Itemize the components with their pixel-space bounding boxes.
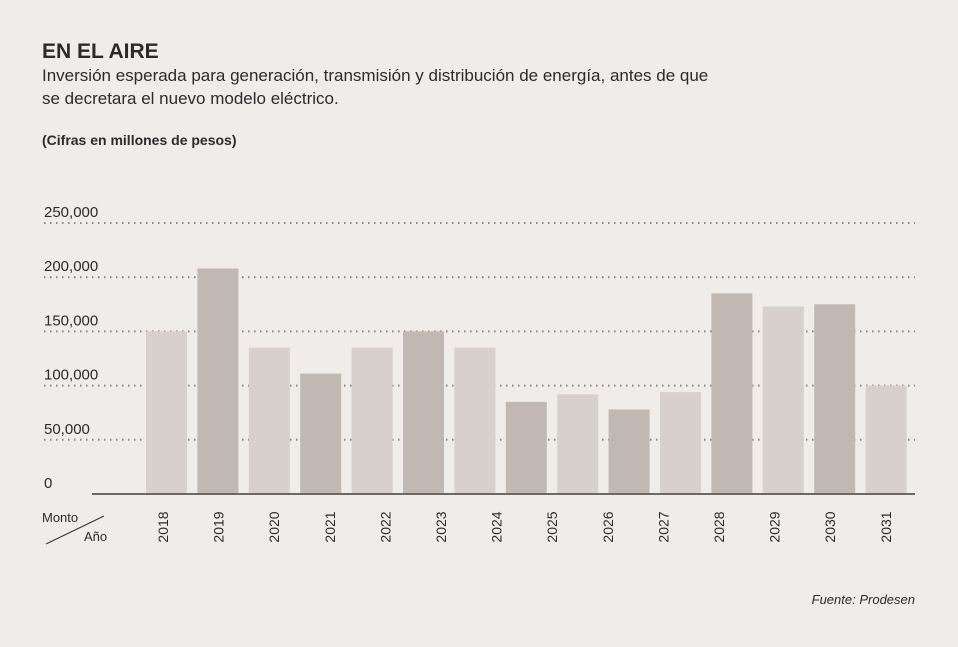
x-tick-label: 2026 xyxy=(600,511,616,542)
x-tick-label: 2027 xyxy=(655,511,671,542)
bar xyxy=(146,331,187,494)
x-tick-label: 2031 xyxy=(878,511,894,542)
bar xyxy=(814,304,856,494)
y-tick-label: 100,000 xyxy=(44,367,98,384)
y-tick-label: 200,000 xyxy=(44,258,98,275)
y-axis-label: Monto xyxy=(42,510,78,525)
bar xyxy=(660,392,701,494)
bar xyxy=(608,409,650,494)
bar xyxy=(505,401,547,494)
y-tick-label: 50,000 xyxy=(44,421,90,438)
x-tick-label: 2029 xyxy=(767,511,783,542)
x-tick-label: 2022 xyxy=(377,511,393,542)
x-tick-label: 2025 xyxy=(544,511,560,542)
x-tick-label: 2021 xyxy=(322,511,338,542)
bar xyxy=(300,373,342,494)
y-tick-label: 150,000 xyxy=(44,312,98,329)
bar xyxy=(711,293,753,494)
corner-divider xyxy=(45,515,105,545)
subtitle: Inversión esperada para generación, tran… xyxy=(42,66,708,85)
bar xyxy=(351,347,393,494)
source: Fuente: Prodesen xyxy=(812,592,915,607)
bar xyxy=(454,347,496,494)
bar xyxy=(557,394,599,494)
x-tick-label: 2023 xyxy=(433,511,449,542)
y-tick-label: 0 xyxy=(44,475,52,492)
x-tick-label: 2018 xyxy=(155,511,171,542)
x-tick-label: 2024 xyxy=(489,511,505,542)
bar xyxy=(865,385,907,494)
x-axis-label: Año xyxy=(84,529,107,544)
bar xyxy=(248,347,290,494)
chart-title: EN EL AIRE xyxy=(42,40,159,63)
bar xyxy=(403,331,444,494)
unit-note: (Cifras en millones de pesos) xyxy=(42,132,237,148)
bar xyxy=(762,306,804,494)
bar xyxy=(197,268,239,494)
x-tick-label: 2030 xyxy=(822,511,838,542)
y-tick-label: 250,000 xyxy=(44,204,98,221)
subtitle: se decretara el nuevo modelo eléctrico. xyxy=(42,89,339,108)
x-tick-label: 2019 xyxy=(211,511,227,542)
x-tick-label: 2020 xyxy=(266,511,282,542)
x-tick-label: 2028 xyxy=(711,511,727,542)
